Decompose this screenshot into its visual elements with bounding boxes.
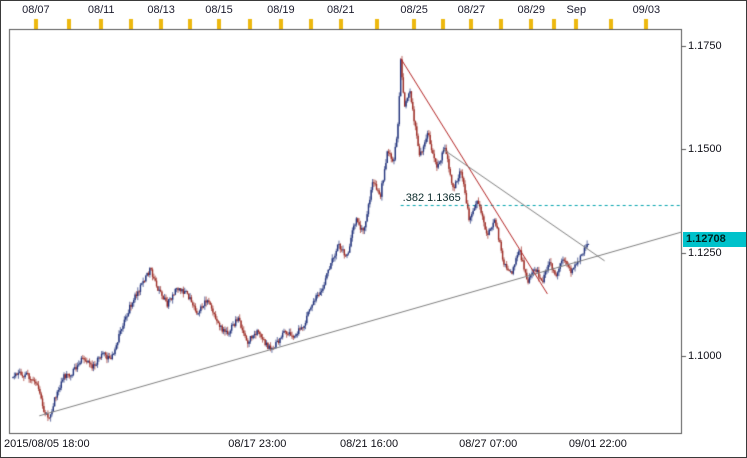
date-label: 08/15 bbox=[205, 4, 233, 16]
date-label: Sep bbox=[566, 4, 587, 16]
time-label: 09/01 22:00 bbox=[568, 438, 627, 450]
date-label: 08/25 bbox=[400, 4, 428, 16]
time-label: 08/21 16:00 bbox=[339, 438, 399, 450]
time-label: 08/27 07:00 bbox=[459, 438, 518, 450]
fib-retracement-annotation: .382 1.1365 bbox=[402, 192, 461, 205]
time-label: 2015/08/05 18:00 bbox=[4, 438, 90, 450]
price-tick-label: 1.1250 bbox=[688, 246, 722, 259]
current-price-tag: 1.12708 bbox=[683, 231, 746, 247]
price-tick-label: 1.1750 bbox=[688, 39, 722, 52]
date-label: 08/19 bbox=[267, 4, 295, 16]
date-label: 08/11 bbox=[87, 4, 115, 16]
date-label: 08/07 bbox=[22, 4, 50, 16]
date-label: 08/29 bbox=[517, 4, 545, 16]
date-label: 08/13 bbox=[147, 4, 175, 16]
date-label: 08/27 bbox=[457, 4, 486, 16]
date-label: 08/21 bbox=[327, 4, 355, 16]
price-tick-label: 1.1500 bbox=[688, 143, 722, 156]
date-label: 09/03 bbox=[632, 4, 661, 16]
time-label: 08/17 23:00 bbox=[228, 438, 287, 450]
price-tick-label: 1.1000 bbox=[688, 349, 722, 362]
